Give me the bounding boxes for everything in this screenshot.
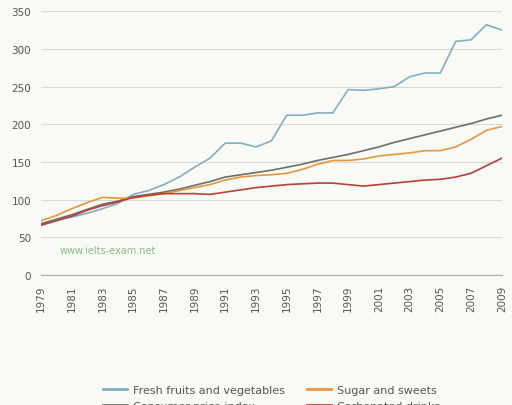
Text: www.ielts-exam.net: www.ielts-exam.net bbox=[59, 245, 156, 255]
Legend: Fresh fruits and vegetables, Consumer-price index, Sugar and sweets, Carbonated : Fresh fruits and vegetables, Consumer-pr… bbox=[98, 381, 444, 405]
